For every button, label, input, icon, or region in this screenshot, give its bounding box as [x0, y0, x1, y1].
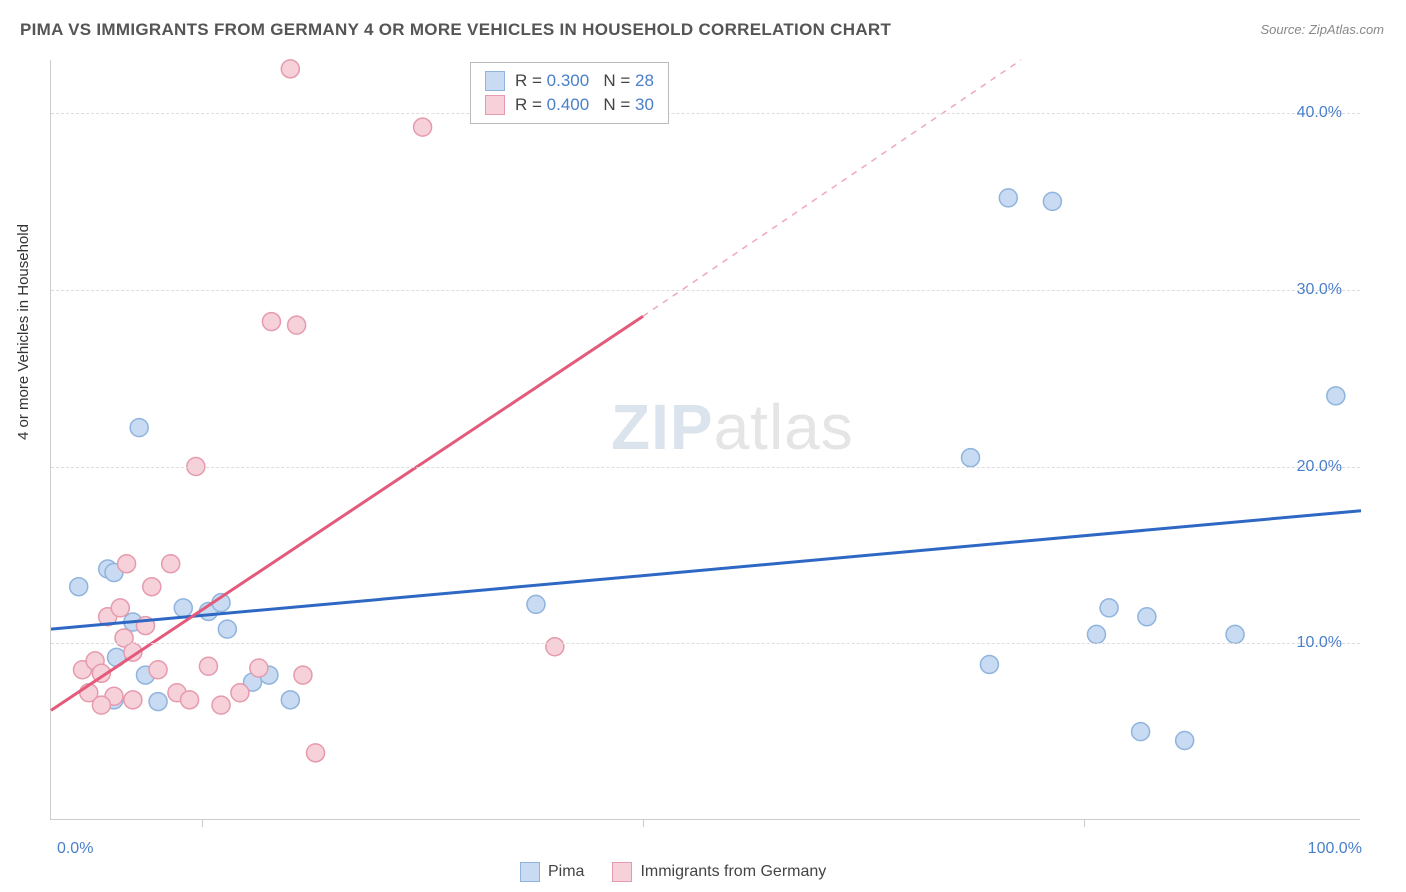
data-point	[1132, 723, 1150, 741]
data-point	[130, 419, 148, 437]
y-tick-label: 20.0%	[1297, 458, 1342, 476]
x-tick-label: 0.0%	[57, 840, 93, 858]
data-point	[262, 313, 280, 331]
data-point	[162, 555, 180, 573]
source-label: Source: ZipAtlas.com	[1260, 22, 1384, 37]
data-point	[231, 684, 249, 702]
x-tick	[643, 819, 644, 827]
data-point	[111, 599, 129, 617]
y-tick-label: 40.0%	[1297, 104, 1342, 122]
gridline-h	[51, 643, 1360, 644]
data-point	[181, 691, 199, 709]
data-point	[1138, 608, 1156, 626]
legend-swatch	[485, 71, 505, 91]
data-point	[149, 693, 167, 711]
data-point	[281, 691, 299, 709]
gridline-h	[51, 113, 1360, 114]
legend-item: Pima	[520, 862, 584, 882]
legend-label: Pima	[548, 863, 584, 881]
chart-title: PIMA VS IMMIGRANTS FROM GERMANY 4 OR MOR…	[20, 20, 891, 40]
data-point	[307, 744, 325, 762]
data-point	[294, 666, 312, 684]
x-tick-label: 100.0%	[1308, 840, 1362, 858]
legend-stat: R = 0.400 N = 30	[515, 95, 654, 115]
data-point	[199, 657, 217, 675]
data-point	[250, 659, 268, 677]
legend-stat: R = 0.300 N = 28	[515, 71, 654, 91]
data-point	[414, 118, 432, 136]
legend-correlation: R = 0.300 N = 28 R = 0.400 N = 30	[470, 62, 669, 124]
legend-item: Immigrants from Germany	[612, 862, 826, 882]
data-point	[149, 661, 167, 679]
gridline-h	[51, 467, 1360, 468]
legend-row: R = 0.300 N = 28	[485, 69, 654, 93]
legend-swatch	[520, 862, 540, 882]
data-point	[174, 599, 192, 617]
data-point	[546, 638, 564, 656]
data-point	[212, 696, 230, 714]
data-point	[962, 449, 980, 467]
data-point	[288, 316, 306, 334]
legend-series: Pima Immigrants from Germany	[520, 862, 826, 882]
data-point	[218, 620, 236, 638]
data-point	[1043, 192, 1061, 210]
x-tick	[202, 819, 203, 827]
plot-area: ZIPatlas	[50, 60, 1360, 820]
x-tick	[1084, 819, 1085, 827]
data-point	[1327, 387, 1345, 405]
data-point	[124, 691, 142, 709]
chart-svg	[51, 60, 1360, 819]
y-axis-title: 4 or more Vehicles in Household	[15, 224, 32, 440]
data-point	[1226, 625, 1244, 643]
legend-label: Immigrants from Germany	[640, 863, 826, 881]
data-point	[1176, 731, 1194, 749]
data-point	[92, 696, 110, 714]
data-point	[999, 189, 1017, 207]
data-point	[980, 655, 998, 673]
trend-line-pima	[51, 511, 1361, 629]
data-point	[70, 578, 88, 596]
data-point	[143, 578, 161, 596]
data-point	[1100, 599, 1118, 617]
gridline-h	[51, 290, 1360, 291]
data-point	[118, 555, 136, 573]
y-tick-label: 30.0%	[1297, 281, 1342, 299]
legend-swatch	[485, 95, 505, 115]
trend-line-germany-extrapolated	[643, 60, 1021, 316]
data-point	[527, 595, 545, 613]
legend-row: R = 0.400 N = 30	[485, 93, 654, 117]
y-tick-label: 10.0%	[1297, 634, 1342, 652]
legend-swatch	[612, 862, 632, 882]
data-point	[281, 60, 299, 78]
data-point	[1087, 625, 1105, 643]
